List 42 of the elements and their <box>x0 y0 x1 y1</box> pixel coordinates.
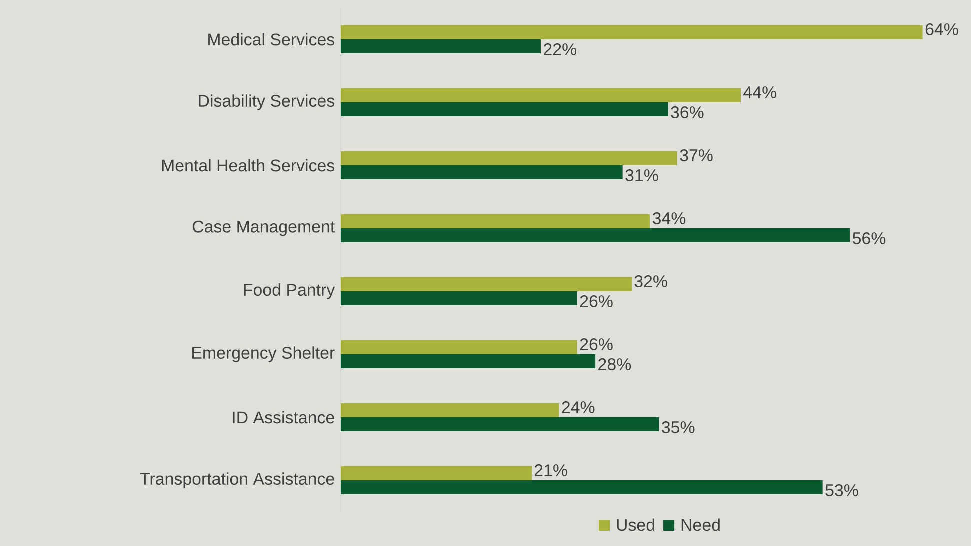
bar <box>341 102 668 116</box>
data-label: 26% <box>580 295 613 308</box>
legend-label: Need <box>682 518 720 532</box>
y-tick-label: Emergency Shelter <box>192 346 335 362</box>
bar <box>341 151 678 166</box>
y-tick-label: Mental Health Services <box>162 159 335 172</box>
y-tick-label: Food Pantry <box>244 284 336 300</box>
data-label: 53% <box>826 484 858 496</box>
bar <box>341 354 596 368</box>
y-tick-label: Case Management <box>192 220 335 236</box>
bar <box>341 291 578 306</box>
bar <box>341 417 660 432</box>
data-label: 31% <box>626 169 658 182</box>
bar <box>341 228 850 242</box>
bar <box>341 88 742 102</box>
data-label: 32% <box>634 275 668 288</box>
data-label: 64% <box>926 23 958 36</box>
data-label: 21% <box>534 464 568 476</box>
y-tick-label: ID Assistance <box>233 411 334 424</box>
data-label: 36% <box>671 106 704 118</box>
bar <box>341 39 542 54</box>
bar <box>341 403 560 418</box>
y-tick-label: Transportation Assistance <box>140 472 334 488</box>
legend-label: Used <box>617 518 654 532</box>
bar <box>341 466 532 480</box>
data-label: 34% <box>652 212 686 224</box>
data-label: 44% <box>744 86 776 98</box>
data-label: 24% <box>562 402 595 414</box>
bar <box>341 480 823 494</box>
bar <box>341 340 578 354</box>
y-tick-label: Medical Services <box>208 33 335 46</box>
data-label: 22% <box>544 44 576 56</box>
bar <box>341 165 623 180</box>
data-label: 35% <box>662 421 695 434</box>
bar <box>341 25 923 40</box>
bar <box>341 214 650 228</box>
data-label: 28% <box>598 358 632 370</box>
y-tick-label: Disability Services <box>199 94 335 110</box>
data-label: 56% <box>852 232 886 244</box>
bar <box>341 277 632 292</box>
data-label: 26% <box>580 338 613 350</box>
data-label: 37% <box>680 149 713 162</box>
